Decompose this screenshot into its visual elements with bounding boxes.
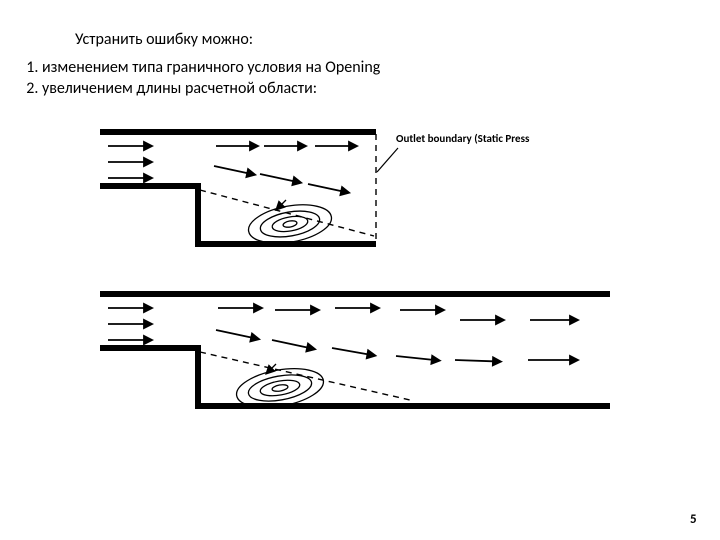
callout-label: Outlet boundary (Static Pressure) <box>396 132 530 145</box>
page-number: 5 <box>690 512 697 527</box>
list-item-text: увеличением длины расчетной области: <box>42 79 317 98</box>
list-item: изменением типа граничного условия на Op… <box>42 58 380 77</box>
diagram-outlet-long <box>100 290 630 420</box>
list-item-text: изменением типа граничного условия на Op… <box>42 58 380 77</box>
diagram-outlet-short: Outlet boundary (Static Pressure) <box>100 128 530 258</box>
list-item: увеличением длины расчетной области: <box>42 79 380 98</box>
heading: Устранить ошибку можно: <box>75 30 253 49</box>
fix-list: изменением типа граничного условия на Op… <box>20 58 380 100</box>
